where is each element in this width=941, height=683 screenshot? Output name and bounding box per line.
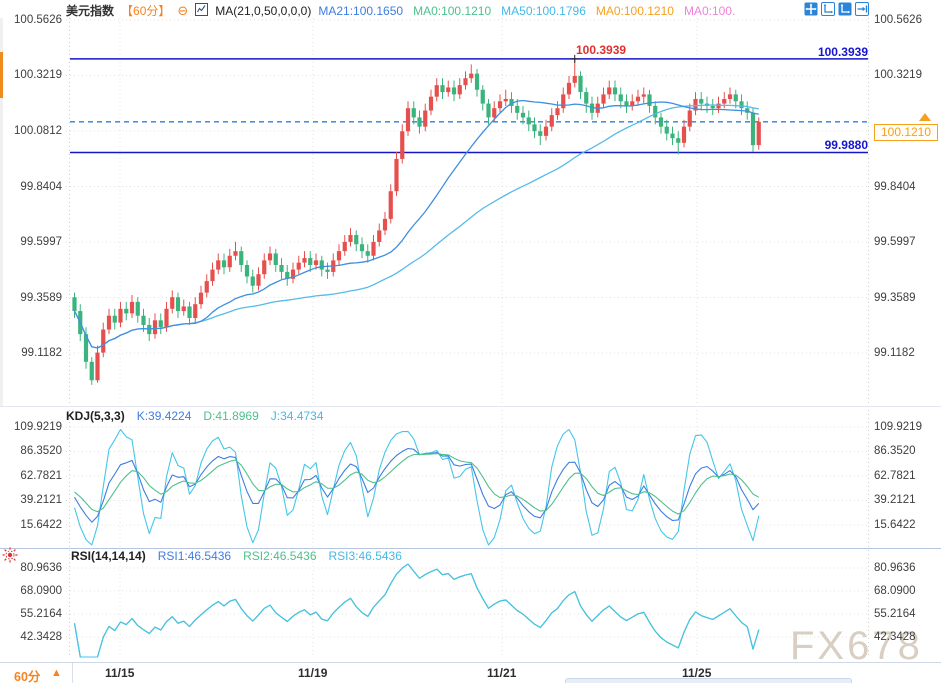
ma-values: MA21:100.1650 MA0:100.1210 MA50:100.1796 MA…	[318, 4, 735, 18]
time-axis-label: 11/15	[105, 666, 135, 680]
rsi2-value: RSI2:46.5436	[243, 549, 317, 563]
sun-indicator-icon[interactable]	[2, 547, 18, 568]
symbol-name: 美元指数	[66, 4, 115, 18]
watermark: FX678	[790, 624, 923, 668]
axes-outline-tool-icon[interactable]	[821, 2, 835, 16]
price-up-arrow-icon	[919, 113, 931, 121]
move-tool-icon[interactable]	[804, 2, 818, 16]
rsi-header: RSI(14,14,14) RSI1:46.5436 RSI2:46.5436 …	[71, 549, 402, 563]
caret-up-icon[interactable]: ▲	[51, 667, 62, 679]
kdj-d-value: D:41.8969	[203, 409, 259, 423]
horizontal-scrollbar[interactable]	[565, 678, 852, 683]
rsi-title: RSI(14,14,14)	[71, 549, 146, 563]
ma-value-label: MA21:100.1650	[318, 3, 404, 18]
kdj-j-value: J:34.4734	[270, 409, 324, 423]
kdj-header: KDJ(5,3,3) K:39.4224 D:41.8969 J:34.4734	[66, 409, 324, 423]
chart-toolbar	[804, 2, 869, 16]
timebar-separator	[72, 663, 73, 683]
ma-settings-label: MA(21,0,50,0,0,0)	[215, 3, 312, 18]
chart-header: 美元指数 【60分】 ⊖ MA(21,0,50,0,0,0) MA21:100.…	[66, 2, 735, 19]
axes-filled-tool-icon[interactable]	[838, 2, 852, 16]
ma-value-label: MA0:100.1210	[595, 3, 674, 18]
left-scroll-thumb[interactable]	[0, 52, 3, 98]
kdj-title: KDJ(5,3,3)	[66, 409, 125, 423]
ma-value-label: MA0:100.1210	[413, 3, 492, 18]
candlestick-chart-icon	[195, 2, 209, 19]
rsi1-value: RSI1:46.5436	[157, 549, 232, 563]
ma-value-label: MA50:100.1796	[501, 3, 586, 18]
time-axis-label: 11/25	[682, 666, 712, 680]
support-label: 99.9880	[824, 138, 868, 152]
period-selector[interactable]: 60分	[14, 670, 41, 683]
ma-value-label: MA0:100.	[683, 3, 736, 18]
collapse-icon[interactable]: ⊖	[177, 2, 189, 18]
kdj-k-value: K:39.4224	[136, 409, 192, 423]
current-price-badge: 100.1210	[874, 124, 938, 141]
rsi3-value: RSI3:46.5436	[328, 549, 402, 563]
time-axis-label: 11/21	[487, 666, 517, 680]
pan-right-tool-icon[interactable]	[855, 2, 869, 16]
time-axis-bar: 60分 ▲ 11/15 11/19 11/21 11/25	[0, 662, 941, 683]
left-scroll-track[interactable]	[0, 18, 3, 406]
resistance-label: 100.3939	[817, 45, 868, 59]
time-axis-label: 11/19	[298, 666, 328, 680]
high-annotation: 100.3939	[576, 43, 627, 57]
period-badge: 【60分】	[121, 4, 171, 18]
